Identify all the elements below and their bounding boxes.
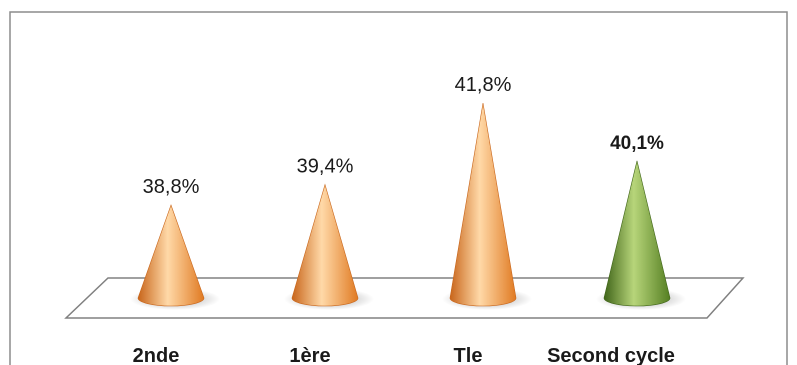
data-label-1: 39,4% <box>297 156 354 178</box>
category-label-1: 1ère <box>289 345 330 365</box>
category-label-2: Tle <box>454 345 483 365</box>
bar-cone-3 <box>603 160 671 307</box>
data-label-3: 40,1% <box>610 133 664 154</box>
category-label-3: Second cycle <box>547 345 675 365</box>
chart-floor <box>64 277 745 319</box>
bar-cone-1 <box>291 183 359 307</box>
labels-layer: 38,8% 2nde 39,4% 1ère 41,8% Tle 40,1% Second cy… <box>133 74 675 365</box>
cones-layer <box>130 102 686 310</box>
category-label-0: 2nde <box>133 345 180 365</box>
bar-cone-0 <box>137 204 205 307</box>
bar-cone-2 <box>449 102 517 307</box>
data-label-0: 38,8% <box>143 176 200 198</box>
data-label-2: 41,8% <box>455 74 512 96</box>
chart-frame-border <box>9 11 788 365</box>
